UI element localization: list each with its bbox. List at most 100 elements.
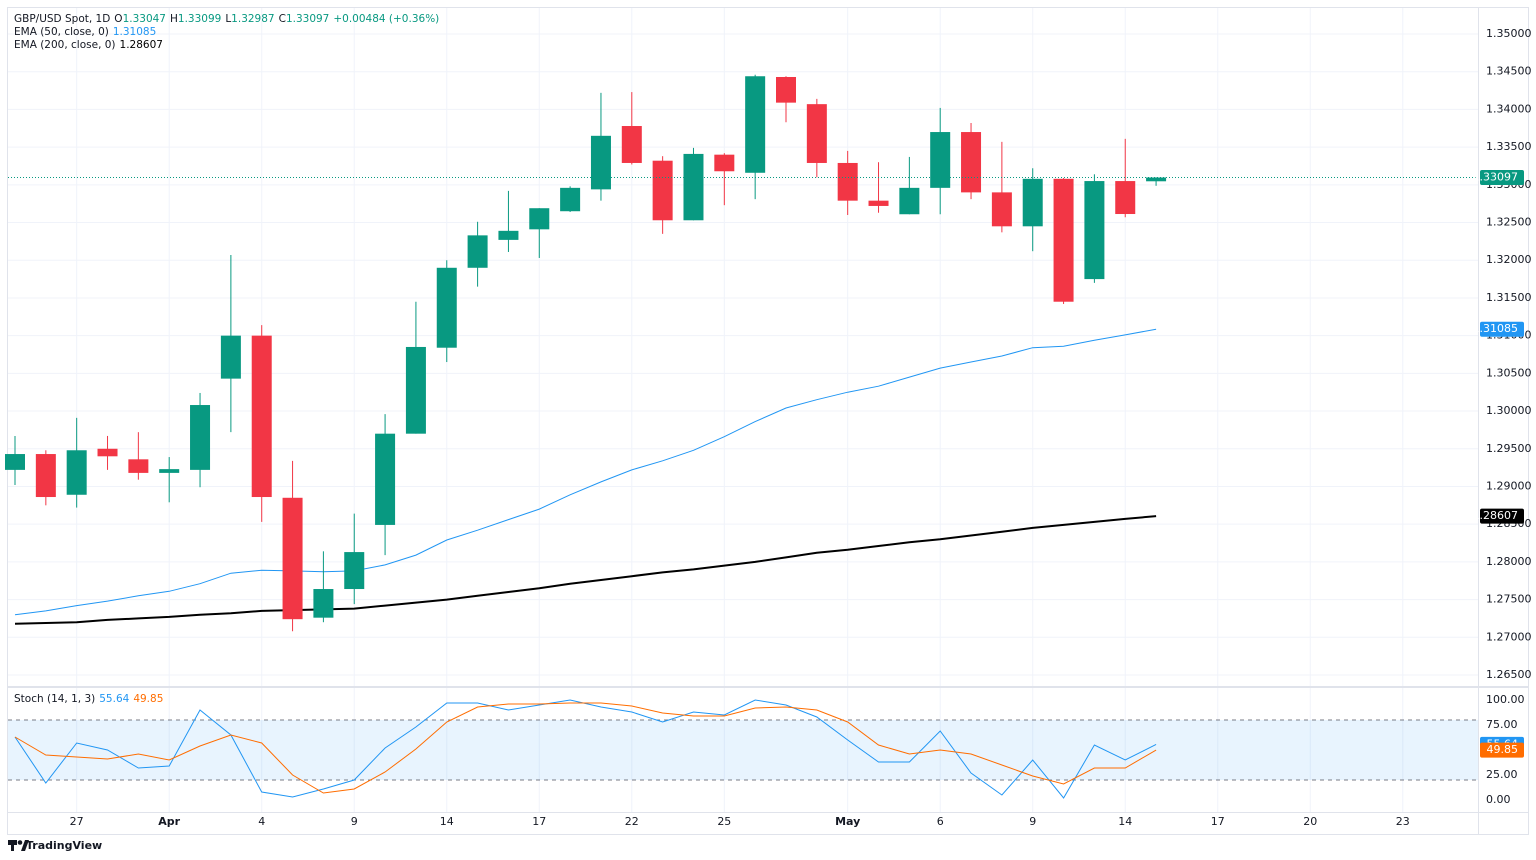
candle-body: [190, 405, 211, 470]
candle-body: [930, 132, 951, 188]
candle-body: [159, 469, 180, 473]
x-tick-label: May: [835, 815, 860, 828]
candle-body: [344, 552, 365, 590]
candle-body: [590, 135, 611, 190]
y-tick-label: 1.35000: [1486, 27, 1532, 40]
y-tick-label: 1.34000: [1486, 102, 1532, 115]
ohlc-value: 1.33099: [177, 13, 222, 25]
y-tick-label: 75.00: [1486, 718, 1518, 731]
price-legend: GBP/USD Spot, 1D O1.33047 H1.33099 L1.32987…: [14, 13, 443, 52]
logo-text: TradingView: [26, 839, 102, 852]
candle-body: [683, 153, 704, 221]
candle-body: [467, 235, 488, 268]
candle-body: [436, 267, 457, 348]
y-tick-label: 1.30000: [1486, 404, 1532, 417]
x-tick-label: 17: [532, 815, 546, 828]
candle-body: [961, 132, 982, 193]
x-tick-label: 14: [1118, 815, 1132, 828]
legend-row: GBP/USD Spot, 1D O1.33047 H1.33099 L1.32987…: [14, 13, 443, 26]
legend-row: Stoch (14, 1, 3) 55.64 49.85: [14, 693, 167, 706]
price-badge: [1480, 742, 1524, 758]
change: +0.00484 (+0.36%): [333, 13, 440, 25]
x-tick-label: 20: [1303, 815, 1317, 828]
price-badge: [1480, 170, 1524, 186]
y-tick-label: 1.34500: [1486, 65, 1532, 78]
y-tick-label: 1.27000: [1486, 630, 1532, 643]
candle-body: [1022, 178, 1043, 227]
x-tick-label: 27: [70, 815, 84, 828]
legend-value: 1.28607: [119, 39, 163, 51]
y-tick-label: 100.00: [1486, 693, 1525, 706]
candle-body: [991, 192, 1012, 227]
price-badge: [1480, 508, 1524, 524]
candle-body: [714, 154, 735, 172]
y-tick-label: 1.32000: [1486, 253, 1532, 266]
logo-icon: [21, 840, 29, 851]
stoch-title: Stoch (14, 1, 3): [14, 693, 96, 705]
ema-line: [14, 515, 1157, 625]
candle-body: [1053, 178, 1074, 302]
y-tick-label: 1.28000: [1486, 555, 1532, 568]
stoch-line: [14, 702, 1157, 794]
legend-row: EMA (50, close, 0) 1.31085: [14, 26, 443, 39]
candle-body: [66, 450, 87, 495]
x-tick-label: 22: [625, 815, 639, 828]
candle-body: [405, 346, 426, 434]
y-tick-label: 1.29000: [1486, 479, 1532, 492]
legend-row: EMA (200, close, 0) 1.28607: [14, 39, 443, 52]
x-tick-label: 9: [351, 815, 358, 828]
ohlc-value: 1.32987: [231, 13, 275, 25]
stoch-band: [8, 720, 1478, 780]
symbol: GBP/USD Spot, 1D: [14, 13, 111, 25]
logo-icon: [11, 845, 14, 851]
stoch-legend: Stoch (14, 1, 3) 55.64 49.85: [14, 693, 167, 706]
x-tick-label: 6: [937, 815, 944, 828]
y-tick-label: 1.27500: [1486, 593, 1532, 606]
candle-body: [375, 433, 396, 525]
ohlc-prefix: H: [169, 13, 178, 25]
x-tick-label: 17: [1211, 815, 1225, 828]
x-tick-label: 9: [1029, 815, 1036, 828]
logo: TradingView: [8, 839, 102, 852]
ema-line: [14, 328, 1157, 616]
candle-body: [313, 589, 334, 618]
y-tick-label: 1.31500: [1486, 291, 1532, 304]
candle-body: [899, 187, 920, 215]
candle-body: [529, 208, 550, 230]
candle-body: [837, 162, 858, 201]
x-tick-label: 23: [1396, 815, 1410, 828]
y-tick-label: 0.00: [1486, 793, 1511, 806]
price-badge-label: 1.31085: [1473, 322, 1519, 335]
ohlc-value: 1.33097: [285, 13, 330, 25]
legend-name: EMA (50, close, 0): [14, 26, 109, 38]
candle-body: [560, 187, 581, 212]
price-badge-label: 49.85: [1487, 743, 1519, 756]
candle-body: [806, 104, 827, 163]
candle-body: [97, 448, 118, 457]
x-tick-label: 14: [440, 815, 454, 828]
candle-body: [652, 160, 673, 221]
x-tick-label: 4: [258, 815, 265, 828]
logo-icon: [17, 840, 23, 845]
logo-icon: [8, 840, 17, 845]
candle-body: [282, 497, 303, 620]
candle-body: [776, 76, 796, 103]
frame: [7, 7, 1529, 835]
candle-body: [1084, 181, 1105, 280]
y-tick-label: 1.30500: [1486, 366, 1532, 379]
candle-body: [868, 200, 889, 206]
ohlc-prefix: L: [225, 13, 232, 25]
legend-value: 1.31085: [112, 26, 157, 38]
candle-body: [745, 76, 766, 173]
candle-body: [35, 454, 56, 498]
y-tick-label: 25.00: [1486, 768, 1518, 781]
candle-body: [621, 126, 642, 163]
y-tick-label: 1.26500: [1486, 668, 1532, 681]
candle-body: [220, 335, 241, 379]
y-tick-label: 1.33500: [1486, 140, 1532, 153]
candle-body: [498, 230, 519, 240]
ohlc-prefix: C: [278, 13, 286, 25]
candle-body: [5, 454, 25, 470]
ohlc-prefix: O: [114, 13, 123, 25]
